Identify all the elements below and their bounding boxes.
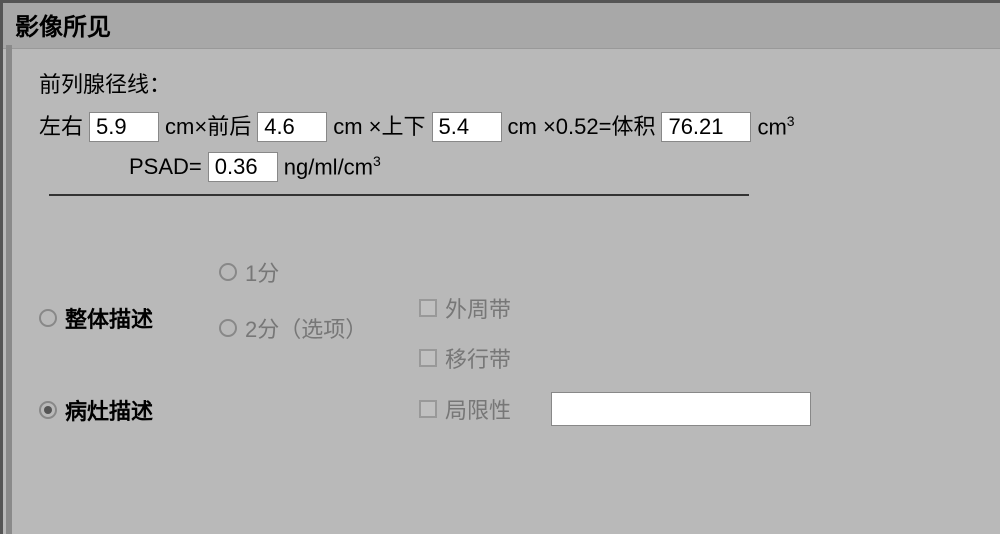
score1-label: 1分 — [245, 256, 279, 288]
transition-zone-checkbox[interactable]: 移行带 — [419, 342, 811, 374]
localized-label: 局限性 — [445, 393, 511, 425]
lesion-description-radio[interactable]: 病灶描述 — [39, 394, 219, 426]
radio-icon — [219, 319, 237, 337]
overall-description-radio[interactable]: 整体描述 — [39, 302, 219, 334]
panel-title-bar: 影像所见 — [3, 3, 1000, 49]
checkbox-icon — [419, 400, 437, 418]
lr-input[interactable] — [89, 112, 159, 142]
radio-icon — [39, 309, 57, 327]
score-2-radio[interactable]: 2分（选项） — [219, 312, 419, 344]
ap-input[interactable] — [257, 112, 327, 142]
checkbox-icon — [419, 349, 437, 367]
coef-label: cm ×0.52=体积 — [508, 109, 656, 141]
section-label: 前列腺径线： — [39, 67, 171, 99]
si-label: cm ×上下 — [333, 109, 425, 141]
lr-label: 左右 — [39, 109, 83, 141]
peripheral-label: 外周带 — [445, 292, 511, 324]
localized-input[interactable] — [551, 392, 811, 426]
ap-label: cm×前后 — [165, 109, 251, 141]
volume-input[interactable] — [661, 112, 751, 142]
localized-checkbox[interactable]: 局限性 — [419, 393, 511, 425]
radio-icon — [39, 401, 57, 419]
psad-unit: ng/ml/cm3 — [284, 153, 381, 180]
volume-unit: cm3 — [757, 113, 794, 140]
transition-label: 移行带 — [445, 342, 511, 374]
psad-label: PSAD= — [129, 154, 202, 180]
score-1-radio[interactable]: 1分 — [219, 256, 419, 288]
divider — [49, 194, 749, 196]
peripheral-zone-checkbox[interactable]: 外周带 — [419, 292, 811, 324]
score2-label: 2分（选项） — [245, 312, 367, 344]
checkbox-icon — [419, 299, 437, 317]
overall-label: 整体描述 — [65, 302, 153, 334]
si-input[interactable] — [432, 112, 502, 142]
lesion-label: 病灶描述 — [65, 394, 153, 426]
psad-input[interactable] — [208, 152, 278, 182]
radio-icon — [219, 263, 237, 281]
panel-title: 影像所见 — [15, 14, 111, 41]
